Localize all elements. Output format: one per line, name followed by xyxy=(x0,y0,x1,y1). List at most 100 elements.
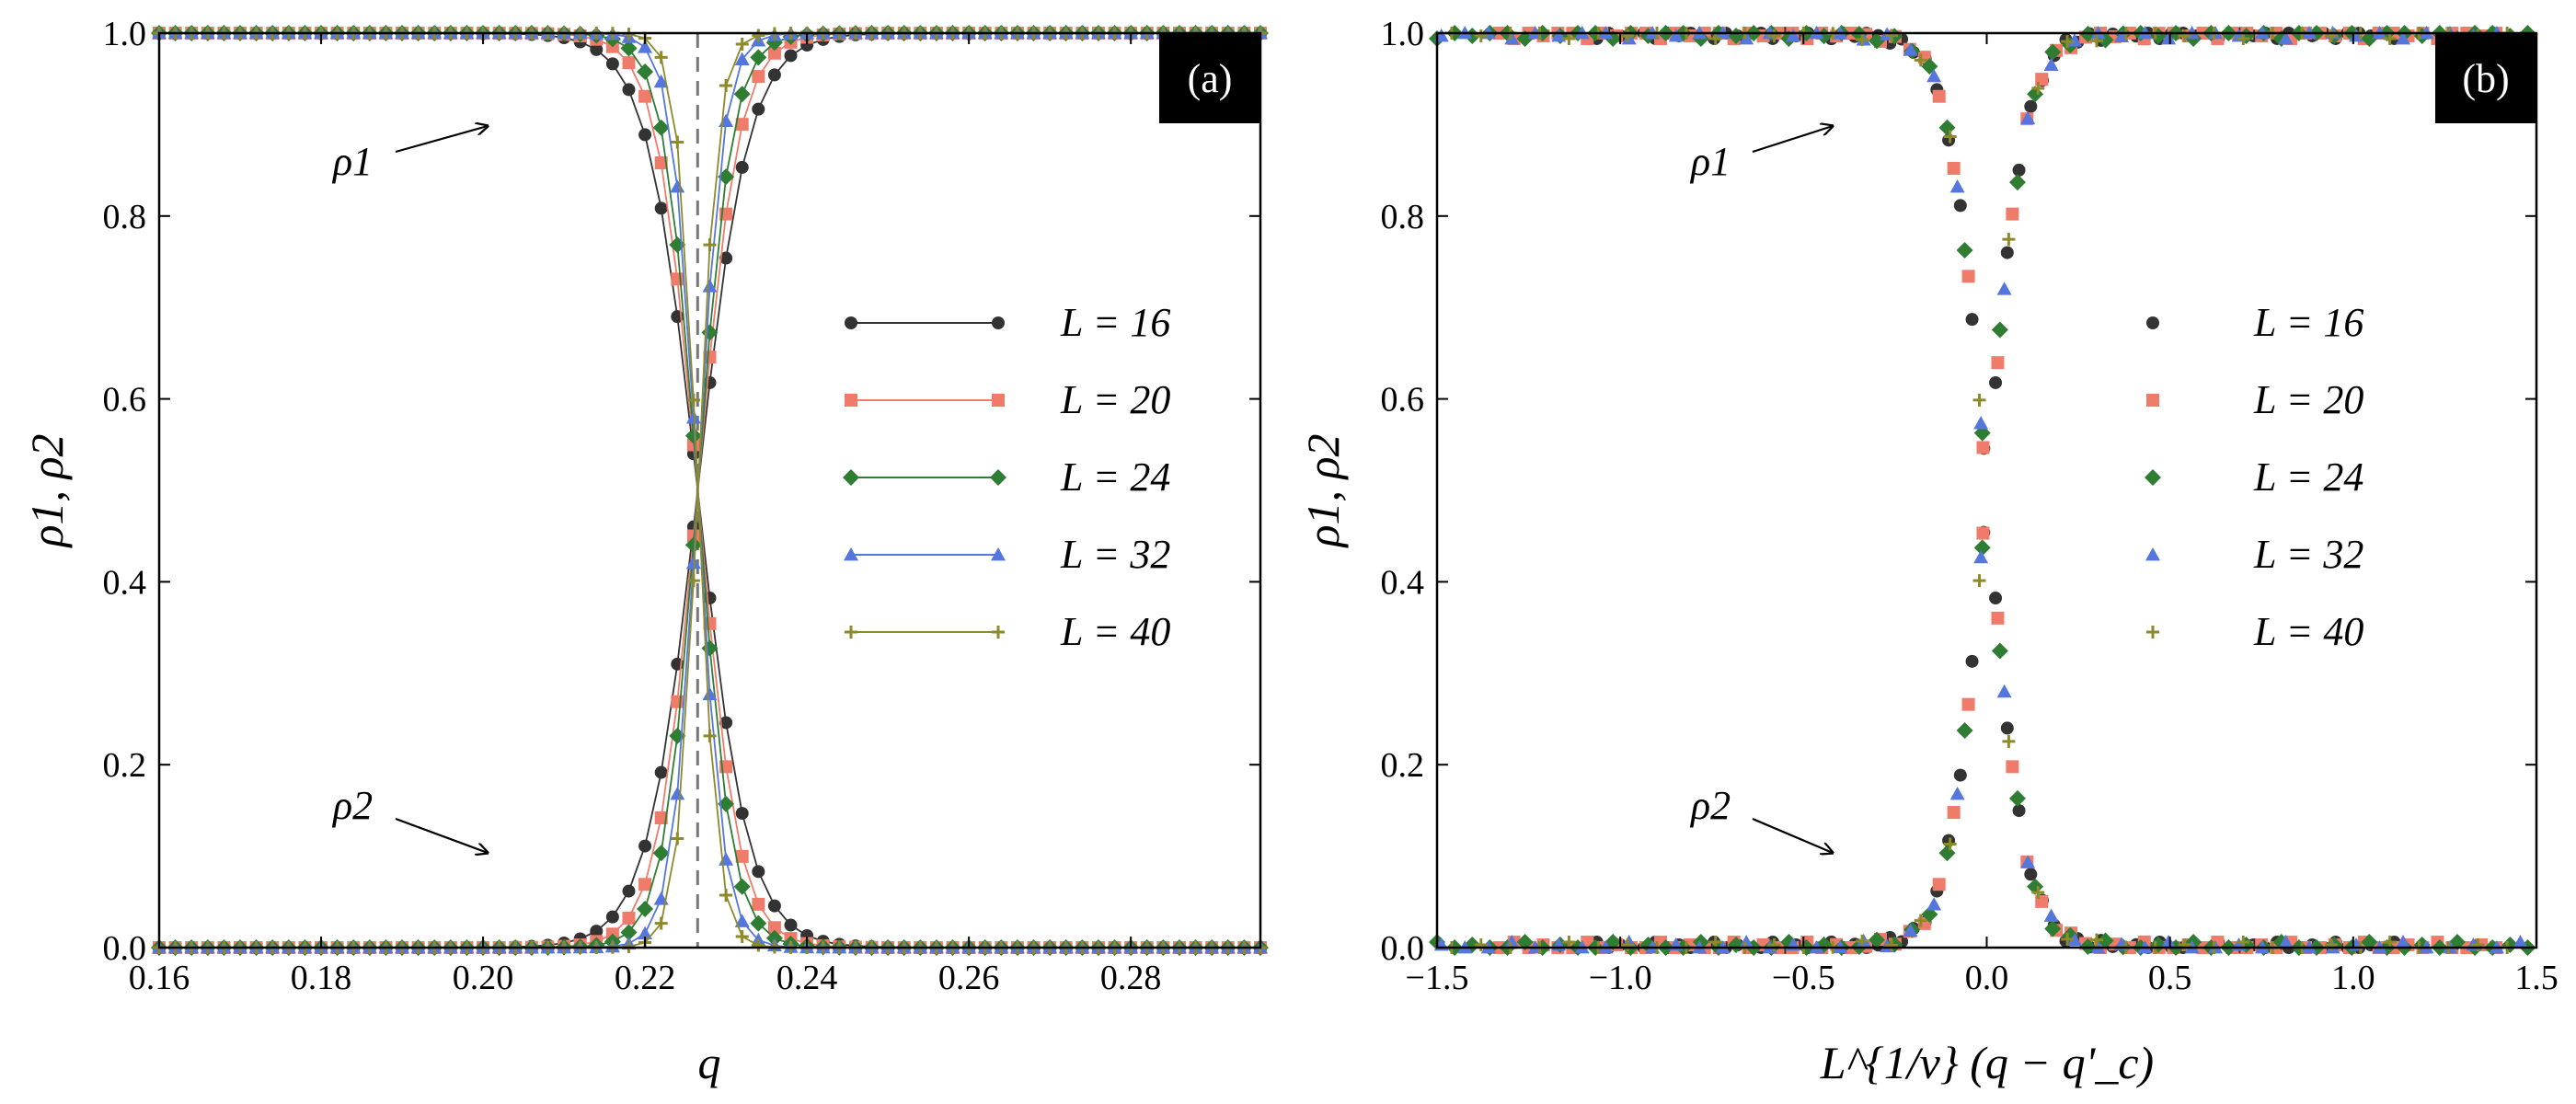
y-tick-label: 1.0 xyxy=(1381,15,1425,53)
ticks-a: 0.16 0.18 0.20 0.22 0.24 0.26 0.28 0.0 0.2 0.4 0.6… xyxy=(103,15,1260,997)
data-point xyxy=(719,113,734,128)
data-point xyxy=(1996,684,2012,698)
data-point xyxy=(590,42,604,56)
data-point xyxy=(1976,441,1990,454)
data-point xyxy=(2024,868,2038,881)
data-point xyxy=(1668,28,1684,42)
legend-label-24: L = 24 xyxy=(1060,454,1170,500)
annotation-rho1-b: ρ1 xyxy=(1689,126,1833,184)
x-tick-label: −1.0 xyxy=(1589,959,1652,997)
data-point xyxy=(652,845,670,862)
annotation-rho1-a-text: ρ1 xyxy=(331,139,373,184)
data-point xyxy=(784,918,798,932)
panel-label-b: (b) xyxy=(2435,33,2536,123)
annotation-rho2-b-text: ρ2 xyxy=(1689,783,1731,828)
data-point xyxy=(2090,34,2103,48)
arrow-rho1-b xyxy=(1752,126,1833,154)
legend-label-16: L = 16 xyxy=(1060,300,1170,345)
data-point xyxy=(671,832,684,845)
data-point xyxy=(703,238,717,252)
data-point xyxy=(2000,721,2014,735)
data-point xyxy=(670,178,685,193)
legend-label-40: L = 40 xyxy=(2253,609,2363,654)
legend-marker xyxy=(845,394,857,407)
y-axis-label-b: ρ1, ρ2 xyxy=(1297,434,1349,549)
data-point xyxy=(2044,920,2062,937)
data-point xyxy=(2012,163,2026,177)
legend-label-32: L = 32 xyxy=(1060,532,1170,577)
data-point xyxy=(719,251,733,265)
data-point xyxy=(2278,30,2294,45)
data-point xyxy=(767,68,781,82)
legend-item-16: L = 16 xyxy=(845,300,1170,345)
legend-a: L = 16 L = 20 L = 24 L = 32 L = 40 xyxy=(843,300,1170,654)
data-point xyxy=(750,49,767,66)
legend-marker xyxy=(990,469,1006,486)
data-point xyxy=(1976,526,1990,540)
data-point xyxy=(2324,29,2338,42)
x-tick-label: 0.18 xyxy=(291,959,352,997)
panel-label-a-text: (a) xyxy=(1188,56,1233,101)
data-point xyxy=(620,40,638,57)
data-point xyxy=(1991,611,2005,625)
data-point xyxy=(1869,931,1885,949)
data-point xyxy=(1884,29,1898,42)
data-point xyxy=(2031,81,2045,95)
data-point xyxy=(1914,53,1927,67)
legend-marker xyxy=(2146,316,2159,329)
legend-label-20: L = 20 xyxy=(1060,377,1170,422)
data-point xyxy=(2008,789,2026,807)
data-point xyxy=(752,865,765,879)
data-point xyxy=(767,921,781,935)
data-point xyxy=(2383,31,2397,45)
legend-label-20: L = 20 xyxy=(2253,377,2363,422)
plot-area-b xyxy=(1429,25,2536,956)
data-point xyxy=(1815,28,1833,45)
data-point xyxy=(735,849,749,863)
data-point xyxy=(735,118,749,132)
data-point xyxy=(637,63,654,81)
data-point xyxy=(2061,932,2075,946)
data-point xyxy=(654,916,668,930)
legend-label-16: L = 16 xyxy=(2253,300,2363,345)
data-point xyxy=(752,102,765,116)
data-point xyxy=(638,40,653,53)
data-point xyxy=(1869,32,1885,50)
data-point xyxy=(765,929,783,947)
data-point xyxy=(2383,936,2397,949)
data-point xyxy=(702,279,718,293)
data-point xyxy=(1972,393,1986,407)
data-point xyxy=(2161,31,2177,45)
data-point xyxy=(2006,760,2019,774)
arrow-rho2-a xyxy=(395,817,488,853)
data-point xyxy=(620,924,638,941)
x-axis-label-a: q xyxy=(698,1037,721,1088)
y-tick-label: 1.0 xyxy=(103,15,147,53)
data-point xyxy=(752,938,765,952)
data-point xyxy=(2067,932,2083,947)
data-point xyxy=(1991,321,2008,339)
data-point xyxy=(1973,416,1989,430)
data-point xyxy=(638,926,653,940)
data-point xyxy=(1856,33,1869,47)
data-point xyxy=(671,695,684,708)
data-point xyxy=(670,787,685,800)
legend-marker xyxy=(991,547,1006,561)
arrow-rho1-a xyxy=(395,126,488,154)
x-tick-label: 0.20 xyxy=(453,959,514,997)
data-point xyxy=(652,119,670,136)
data-point xyxy=(637,900,654,917)
data-point xyxy=(1932,89,1946,103)
data-point xyxy=(1991,642,2008,660)
legend-label-32: L = 32 xyxy=(2253,532,2363,577)
data-point xyxy=(1961,697,1975,711)
data-point xyxy=(733,86,751,103)
legend-marker xyxy=(845,316,857,329)
data-point xyxy=(671,135,684,149)
data-point xyxy=(2043,57,2059,71)
data-point xyxy=(1767,29,1781,42)
legend-item-16: L = 16 xyxy=(2146,300,2363,345)
data-point xyxy=(1965,654,1979,668)
data-point xyxy=(767,899,781,913)
